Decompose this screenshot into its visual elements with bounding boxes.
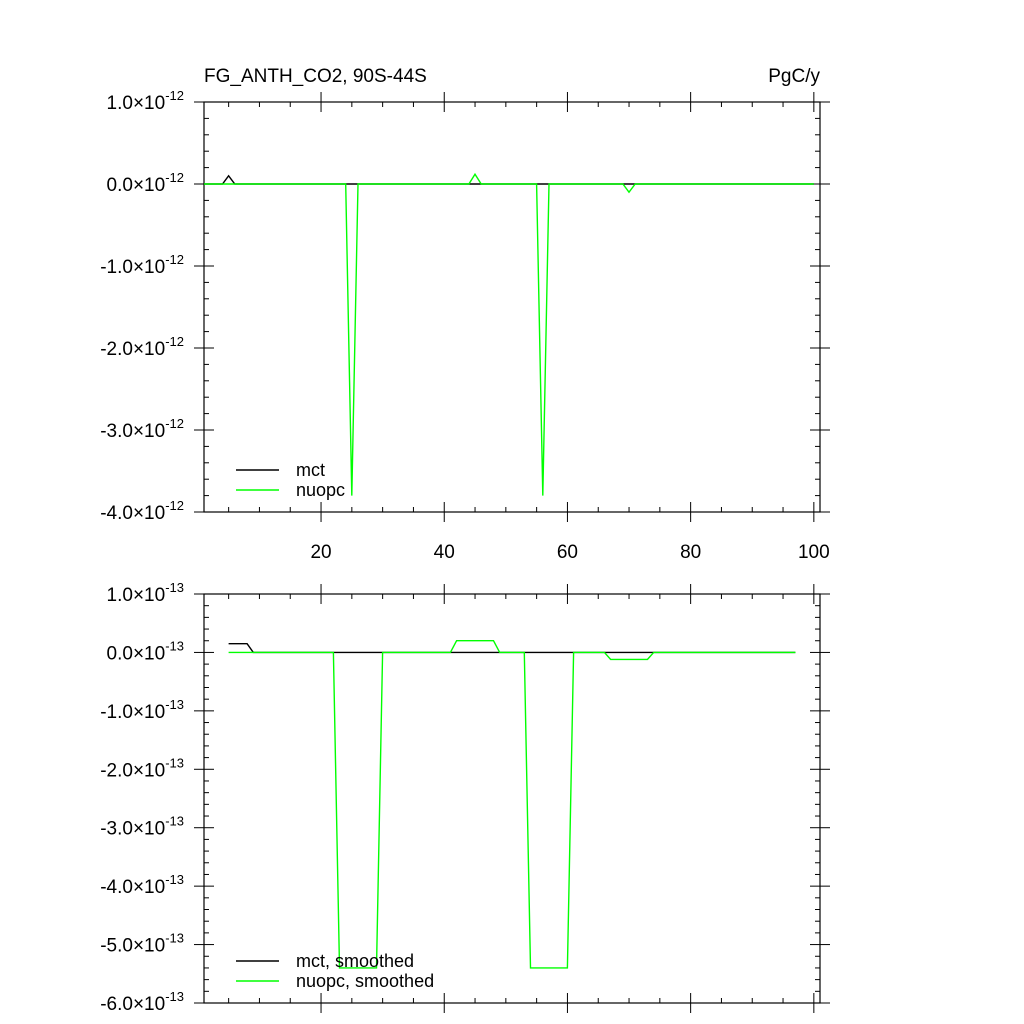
x-tick-label: 40	[434, 542, 455, 563]
y-tick-label: -6.0×10-13	[100, 989, 184, 1015]
y-tick-label: 1.0×10-12	[107, 88, 184, 114]
x-tick-label: 80	[680, 542, 701, 563]
x-tick-label: 60	[557, 542, 578, 563]
series-line-1	[204, 172, 814, 496]
x-tick-label: 100	[798, 542, 830, 563]
plot-frame	[203, 593, 821, 1004]
units-label: PgC/y	[768, 66, 820, 87]
y-tick-label: -4.0×10-13	[100, 872, 184, 898]
series-line-1	[228, 640, 796, 969]
y-tick-label: -5.0×10-13	[100, 931, 184, 957]
smoothed-panel: 1.0×10-13 0.0×10-13 -1.0×10-13 -2.0×10-13 -3…	[100, 580, 830, 1015]
series-line-0	[228, 643, 796, 654]
legend-label: nuopc	[296, 480, 345, 500]
chart-title: FG_ANTH_CO2, 90S-44S	[204, 66, 427, 87]
y-tick-label: -2.0×10-13	[100, 755, 184, 781]
y-tick-label: -2.0×10-12	[100, 334, 184, 360]
y-tick-label: 0.0×10-13	[107, 638, 184, 664]
x-tick-label: 20	[310, 542, 331, 563]
plot-frame	[203, 101, 821, 513]
y-tick-label: -4.0×10-12	[100, 498, 184, 524]
legend-label: nuopc, smoothed	[296, 971, 434, 991]
legend-label: mct	[296, 460, 325, 480]
y-tick-label: -3.0×10-13	[100, 814, 184, 840]
y-tick-label: -3.0×10-12	[100, 416, 184, 442]
y-tick-label: 1.0×10-13	[107, 580, 184, 606]
raw-panel: 20 40 60 80 100 1.0×10-12 0.0×10-12 -1.0×10-12 -…	[100, 88, 830, 563]
y-tick-label: 0.0×10-12	[107, 170, 184, 196]
y-tick-label: -1.0×10-13	[100, 697, 184, 723]
legend-label: mct, smoothed	[296, 951, 414, 971]
y-tick-label: -1.0×10-12	[100, 252, 184, 278]
series-line-0	[204, 174, 814, 185]
